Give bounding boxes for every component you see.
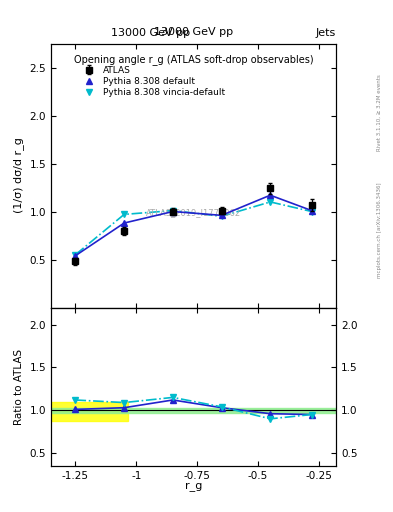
- Text: 13000 GeV pp: 13000 GeV pp: [111, 28, 190, 38]
- Pythia 8.308 default: [171, 208, 175, 215]
- Text: 13000 GeV pp: 13000 GeV pp: [154, 27, 233, 37]
- Text: Rivet 3.1.10, ≥ 3.2M events: Rivet 3.1.10, ≥ 3.2M events: [377, 74, 382, 151]
- Pythia 8.308 default: [309, 207, 314, 214]
- Text: Opening angle r_g (ATLAS soft-drop observables): Opening angle r_g (ATLAS soft-drop obser…: [74, 54, 313, 65]
- Line: Pythia 8.308 vincia-default: Pythia 8.308 vincia-default: [72, 199, 315, 258]
- Text: ATLAS_2019_I1772062: ATLAS_2019_I1772062: [146, 208, 241, 217]
- Pythia 8.308 vincia-default: [268, 199, 273, 205]
- Pythia 8.308 vincia-default: [122, 211, 127, 218]
- Legend: ATLAS, Pythia 8.308 default, Pythia 8.308 vincia-default: ATLAS, Pythia 8.308 default, Pythia 8.30…: [78, 64, 227, 99]
- Pythia 8.308 default: [122, 220, 127, 226]
- Text: Jets: Jets: [316, 28, 336, 38]
- Pythia 8.308 default: [73, 252, 78, 259]
- Line: Pythia 8.308 default: Pythia 8.308 default: [72, 191, 315, 259]
- Bar: [51, 402, 128, 420]
- Pythia 8.308 vincia-default: [171, 207, 175, 214]
- X-axis label: r_g: r_g: [185, 482, 202, 492]
- Pythia 8.308 vincia-default: [219, 213, 224, 219]
- Y-axis label: Ratio to ATLAS: Ratio to ATLAS: [14, 349, 24, 425]
- Pythia 8.308 default: [219, 212, 224, 219]
- Pythia 8.308 vincia-default: [309, 208, 314, 215]
- Y-axis label: (1/σ) dσ/d r_g: (1/σ) dσ/d r_g: [13, 138, 24, 214]
- Pythia 8.308 default: [268, 192, 273, 198]
- Bar: [51, 408, 336, 413]
- Pythia 8.308 vincia-default: [73, 251, 78, 258]
- Text: mcplots.cern.ch [arXiv:1306.3436]: mcplots.cern.ch [arXiv:1306.3436]: [377, 183, 382, 278]
